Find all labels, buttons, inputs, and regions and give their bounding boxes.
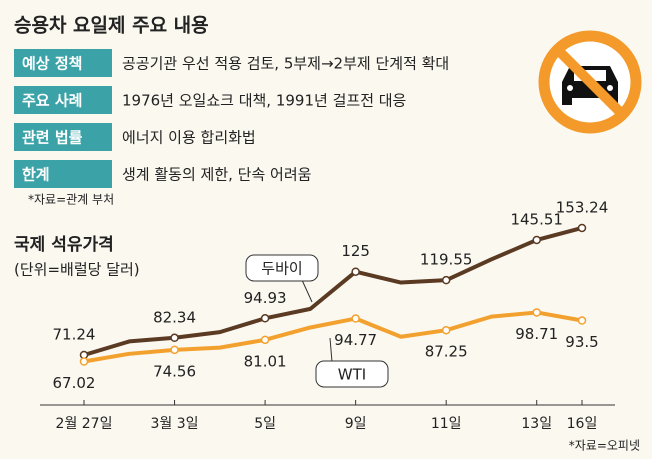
sign-slash bbox=[553, 45, 627, 119]
x-tick-label: 13일 bbox=[521, 416, 552, 432]
data-label: 94.77 bbox=[334, 331, 377, 349]
data-label: 67.02 bbox=[53, 374, 96, 392]
row-text: 1976년 오일쇼크 대책, 1991년 걸프전 대응 bbox=[122, 92, 406, 110]
point bbox=[441, 325, 451, 335]
info-title: 승용차 요일제 주요 내용 bbox=[14, 15, 209, 37]
row-label-box bbox=[14, 86, 112, 114]
data-label: 93.5 bbox=[565, 333, 598, 351]
x-tick-label: 9일 bbox=[345, 416, 367, 432]
point bbox=[170, 333, 179, 343]
row-text: 생계 활동의 제한, 단속 어려움 bbox=[122, 166, 311, 184]
point bbox=[260, 335, 270, 345]
legend-box bbox=[315, 360, 389, 388]
point bbox=[532, 235, 541, 245]
chart-source: *자료=오피넷 bbox=[569, 439, 640, 453]
point bbox=[351, 267, 360, 276]
data-label: 119.55 bbox=[420, 251, 473, 269]
legend-label: 두바이 bbox=[261, 260, 302, 278]
info-source: *자료=관계 부처 bbox=[28, 193, 114, 207]
x-tick-label: 5일 bbox=[254, 416, 276, 432]
data-label: 125 bbox=[341, 242, 370, 260]
x-tick-label: 3월 3일 bbox=[151, 416, 199, 432]
point bbox=[532, 308, 541, 317]
chart-subtitle: (단위=배럴당 달러) bbox=[14, 261, 140, 279]
point bbox=[577, 316, 587, 325]
data-label: 94.93 bbox=[244, 289, 287, 307]
no-car-icon bbox=[538, 30, 642, 134]
point bbox=[79, 357, 89, 366]
data-label: 81.01 bbox=[244, 352, 287, 370]
data-label: 98.71 bbox=[515, 325, 558, 343]
point bbox=[441, 275, 451, 285]
data-label: 145.51 bbox=[510, 210, 563, 228]
row-label-box bbox=[14, 49, 112, 77]
point bbox=[260, 314, 270, 323]
legend-box bbox=[245, 254, 319, 282]
row-label: 한계 bbox=[22, 166, 50, 184]
row-label: 주요 사례 bbox=[22, 92, 82, 110]
car-wheel bbox=[562, 96, 572, 105]
series-line bbox=[83, 310, 583, 364]
series-line bbox=[83, 226, 583, 357]
x-tick-label: 16일 bbox=[567, 416, 598, 432]
data-label: 153.24 bbox=[556, 198, 609, 216]
point bbox=[351, 314, 360, 323]
data-label: 82.34 bbox=[153, 308, 196, 326]
x-tick-label: 11일 bbox=[431, 416, 462, 432]
data-label: 74.56 bbox=[153, 362, 196, 380]
data-label: 71.24 bbox=[53, 325, 96, 343]
legend-leader bbox=[301, 279, 313, 303]
data-label: 87.25 bbox=[425, 343, 468, 361]
row-label: 관련 법률 bbox=[22, 129, 83, 147]
row-label: 예상 정책 bbox=[22, 55, 82, 73]
point bbox=[170, 345, 179, 355]
chart-title: 국제 석유가격 bbox=[14, 235, 114, 255]
car-light bbox=[607, 85, 613, 91]
row-label-box bbox=[14, 123, 112, 151]
car-light bbox=[567, 85, 573, 91]
row-text: 에너지 이용 합리화법 bbox=[122, 129, 256, 147]
legend-leader bbox=[329, 337, 333, 363]
plot: 2월 27일 3월 3일 5일 9일 11일 13일 16일 71.24 82.34 94.93 1… bbox=[40, 198, 615, 432]
legend-label: WTI bbox=[338, 366, 366, 384]
row-label-box bbox=[14, 160, 112, 188]
x-tick-label: 2월 27일 bbox=[56, 416, 113, 432]
row-text: 공공기관 우선 적용 검토, 5부제→2부제 단계적 확대 bbox=[122, 55, 449, 73]
point bbox=[577, 223, 587, 233]
